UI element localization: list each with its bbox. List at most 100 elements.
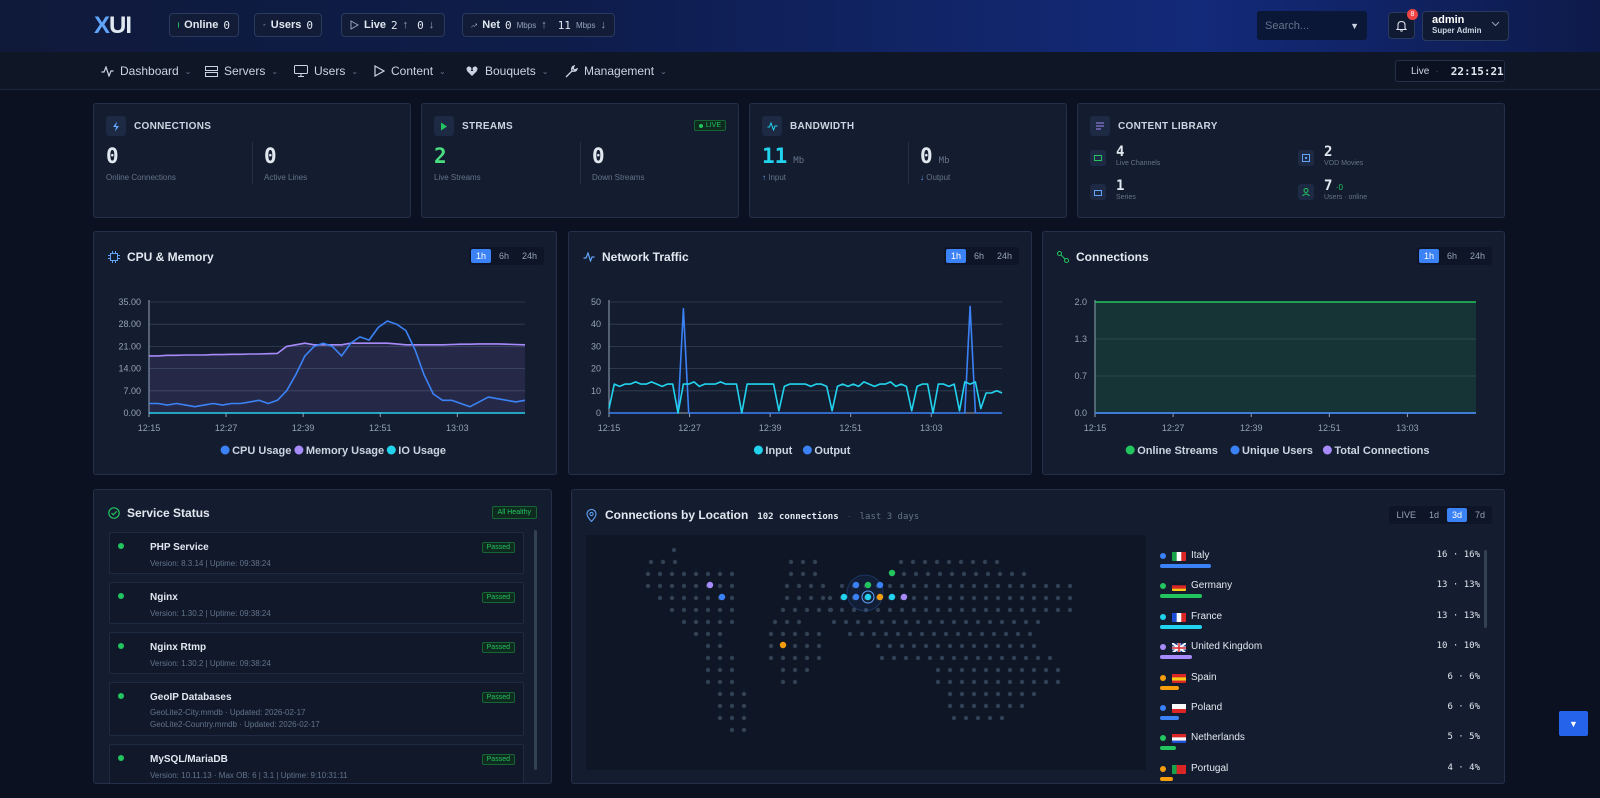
search-input[interactable]: Search... ▼ (1257, 11, 1367, 40)
country-row[interactable]: Netherlands 5 · 5% (1160, 727, 1480, 757)
scroll-down-button[interactable]: ▼ (1559, 711, 1588, 736)
map-dot (935, 583, 941, 589)
map-dot (1019, 667, 1025, 673)
range-24h[interactable]: 24h (521, 251, 537, 261)
arrow-down-icon: ↓ (428, 19, 435, 31)
y-tick-label: 21.00 (118, 341, 141, 351)
world-map[interactable] (586, 535, 1146, 770)
range-1h[interactable]: 1h (945, 249, 966, 263)
map-dot (681, 619, 687, 625)
nav-servers[interactable]: Servers ⌄ (205, 64, 278, 78)
series-area (149, 343, 525, 413)
nav-dashboard[interactable]: Dashboard ⌄ (101, 64, 191, 78)
range-1d[interactable]: 1d (1428, 510, 1439, 520)
connections-card: CONNECTIONS 0 Online Connections 0 Activ… (93, 103, 411, 218)
map-dot (645, 583, 651, 589)
map-dot (987, 655, 993, 661)
range-7d[interactable]: 7d (1474, 510, 1485, 520)
map-dot (875, 643, 881, 649)
service-row[interactable]: Nginx Rtmp Version: 1.30.2 | Uptime: 09:… (109, 632, 524, 674)
map-dot (1067, 607, 1073, 613)
users-icon (263, 23, 266, 27)
country-row[interactable]: France 13 · 13% (1160, 606, 1480, 636)
range-24h[interactable]: 24h (1469, 251, 1485, 261)
map-dot (947, 703, 953, 709)
service-row[interactable]: Nginx Version: 1.30.2 | Uptime: 09:38:24… (109, 582, 524, 624)
map-dot (967, 631, 973, 637)
x-tick-label: 13:03 (1396, 423, 1419, 433)
scrollbar[interactable] (534, 530, 537, 770)
country-row[interactable]: Poland 6 · 6% (1160, 697, 1480, 727)
flag-icon (1172, 581, 1186, 592)
net-pill[interactable]: Net 0 Mbps ↑ 11 Mbps ↓ (462, 13, 615, 37)
live-pill[interactable]: Live 2 ↑ 0 ↓ (341, 13, 445, 37)
range-1h[interactable]: 1h (470, 249, 491, 263)
chevron-down-icon (1491, 21, 1500, 27)
nav-bouquets[interactable]: Bouquets ⌄ (465, 64, 548, 78)
series-line (149, 342, 526, 357)
country-row[interactable]: Portugal 4 · 4% (1160, 758, 1480, 788)
series-line (608, 381, 1003, 414)
hotspot-dot (840, 593, 848, 601)
online-pill[interactable]: Online 0 (169, 13, 239, 37)
range-live[interactable]: LIVE (1396, 510, 1416, 520)
country-color-dot (1160, 735, 1166, 742)
map-dot (970, 559, 976, 565)
range-6h[interactable]: 6h (498, 251, 509, 261)
series-value: 1 (1116, 178, 1125, 194)
country-share-bar (1160, 685, 1180, 690)
map-dot (855, 619, 861, 625)
map-dot (693, 583, 699, 589)
map-dot (729, 691, 735, 697)
service-row[interactable]: PHP Service Version: 8.3.14 | Uptime: 09… (109, 532, 524, 574)
map-dot (693, 595, 699, 601)
map-dot (1015, 631, 1021, 637)
range-1h[interactable]: 1h (1418, 249, 1439, 263)
map-dot (729, 727, 735, 733)
map-dot (741, 715, 747, 721)
x-tick-label: 12:39 (292, 423, 315, 433)
nav-users[interactable]: Users ⌄ (294, 64, 358, 78)
nav-content[interactable]: Content ⌄ (374, 64, 446, 78)
caret-down-icon[interactable]: ▼ (1350, 20, 1359, 31)
service-row[interactable]: MySQL/MariaDB Version: 10.11.13 · Max OB… (109, 744, 524, 783)
country-row[interactable]: United Kingdom 10 · 10% (1160, 636, 1480, 666)
map-dot (859, 631, 865, 637)
map-dot (784, 595, 790, 601)
range-6h[interactable]: 6h (973, 251, 984, 261)
service-row[interactable]: GeoIP Databases GeoLite2-City.mmdb · Upd… (109, 682, 524, 736)
map-dot (1019, 679, 1025, 685)
map-dot (979, 631, 985, 637)
user-menu[interactable]: admin Super Admin (1422, 11, 1509, 41)
app-logo[interactable]: XUI (94, 12, 132, 39)
map-dot (911, 595, 917, 601)
map-dot (648, 559, 654, 565)
country-color-dot (1160, 553, 1166, 559)
nav-management[interactable]: Management ⌄ (565, 64, 667, 78)
map-dot (705, 679, 711, 685)
y-tick-label: 2.0 (1074, 297, 1087, 307)
tv-icon (1090, 150, 1106, 166)
map-dot (729, 667, 735, 673)
scrollbar[interactable] (1484, 550, 1487, 628)
country-row[interactable]: Spain 6 · 6% (1160, 667, 1480, 697)
map-dot (949, 571, 955, 577)
range-6h[interactable]: 6h (1446, 251, 1457, 261)
map-dot (729, 595, 735, 601)
country-row[interactable]: Germany 13 · 13% (1160, 575, 1480, 605)
country-row[interactable]: Italy 16 · 16% (1160, 545, 1480, 575)
map-dot (867, 619, 873, 625)
users-pill[interactable]: Users 0 (254, 13, 322, 37)
status-dot (118, 543, 124, 549)
arrow-down-icon: ↓ (920, 173, 924, 182)
map-dot (772, 619, 778, 625)
country-name: Poland (1191, 702, 1223, 713)
map-dot (792, 643, 798, 649)
map-dot (1047, 655, 1053, 661)
range-24h[interactable]: 24h (996, 251, 1012, 261)
range-3d[interactable]: 3d (1446, 508, 1467, 522)
flag-icon (1172, 612, 1186, 622)
map-dot (717, 655, 723, 661)
map-dot (913, 571, 919, 577)
bandwidth-input-value: 11 (762, 144, 788, 168)
